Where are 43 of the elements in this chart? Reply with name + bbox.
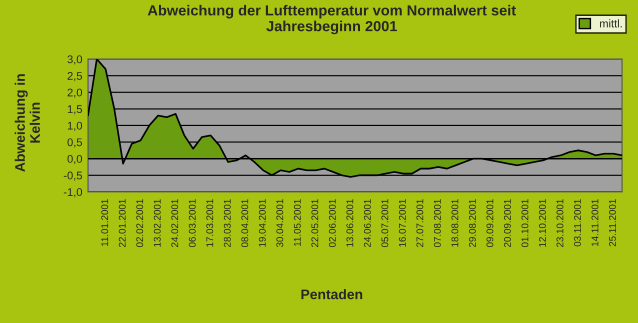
x-tick-label: 27.07.2001 [416,199,424,247]
x-tick-label: 16.07.2001 [398,199,406,247]
x-tick-label: 17.03.2001 [206,199,214,247]
x-tick-label: 22.05.2001 [311,199,318,247]
x-tick-label: 07.08.2001 [434,199,441,248]
chart-title: Abweichung der Lufttemperatur vom Normalwert seit Jahresbeginn 2001 [148,4,516,34]
y-tick-label: 2,5 [68,72,82,82]
x-tick-label: 11.01.2001 [101,199,108,246]
x-tick-label: 02.02.2001 [136,199,144,248]
x-tick-label: 25.11.2001 [609,199,616,246]
x-tick-label: 05.07.2001 [381,199,388,248]
x-tick-label: 22.01.2001 [118,199,126,247]
y-tick-label: 1,0 [68,122,82,131]
x-tick-label: 06.03.2001 [188,199,196,248]
x-tick-label: 29.08.2001 [468,199,476,247]
x-tick-label: 12.10.2001 [538,199,546,247]
x-tick-label: 08.04.2001 [241,199,248,248]
y-tick-label: 3,0 [67,55,82,65]
x-tick-label: 19.04.2001 [258,199,266,247]
x-tick-label: 28.03.2001 [224,199,231,247]
x-tick-label: 02.06.2001 [328,199,336,248]
y-tick-label: 0,5 [67,138,82,148]
x-tick-label: 11.05.2001 [294,199,301,246]
x-tick-label: 13.06.2001 [346,199,354,247]
x-tick-label: 24.02.2001 [171,199,178,247]
x-tick-label: 09.09.2001 [486,199,494,248]
y-tick-label: 2,0 [68,88,82,98]
y-tick-label: 0,0 [67,154,82,164]
y-tick-label: -0,5 [64,172,82,181]
x-tick-label: 23.10.2001 [556,199,564,247]
y-tick-label: -1,0 [64,188,82,198]
x-tick-label: 24.06.2001 [364,199,371,247]
x-tick-label: 01.10.2001 [521,199,528,248]
x-tick-label: 18.08.2001 [451,199,458,247]
x-tick-label: 13.02.2001 [154,199,161,247]
y-tick-label: 1,5 [68,105,82,114]
x-tick-label: 30.04.2001 [276,199,284,248]
x-axis-title: Pentaden [301,289,362,300]
legend-label: mittl. [600,19,622,28]
x-tick-label: 03.11.2001 [574,199,581,246]
y-axis-title: Abweichung in Kelvin [14,74,40,172]
x-tick-label: 20.09.2001 [504,199,511,247]
x-tick-label: 14.11.2001 [592,199,598,246]
